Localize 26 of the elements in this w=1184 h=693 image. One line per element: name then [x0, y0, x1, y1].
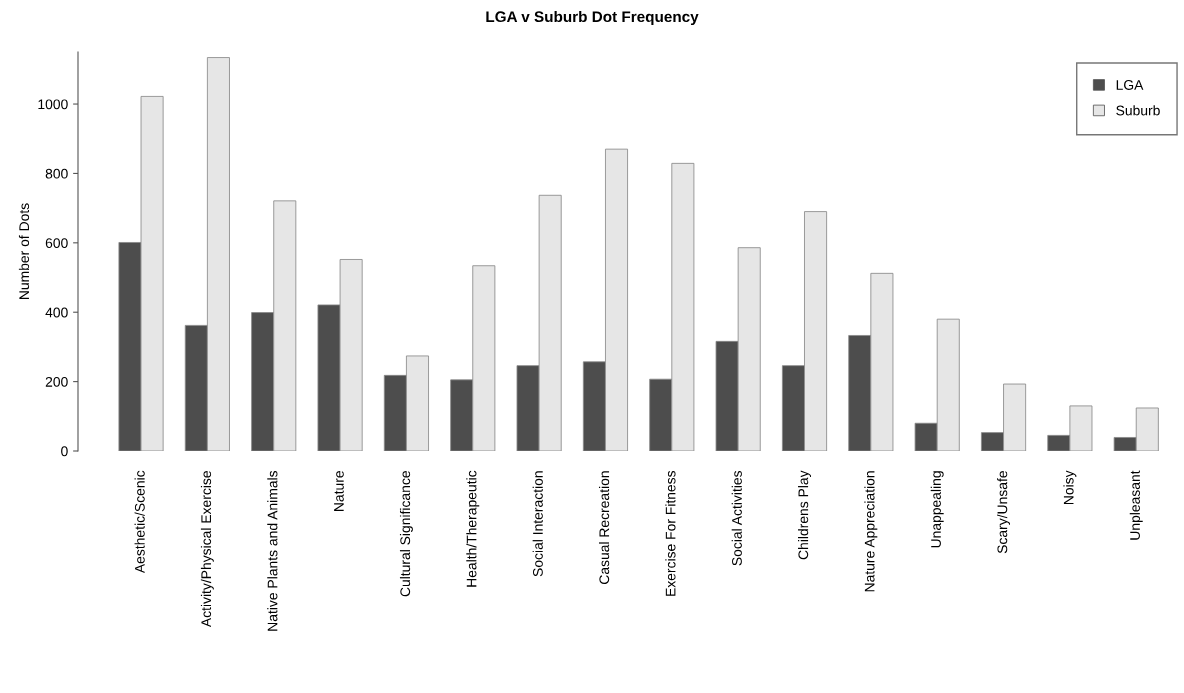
x-tick-label: Social Activities — [731, 470, 742, 566]
x-tick-label: Noisy — [1063, 470, 1077, 505]
x-tick-label: Scary/Unsafe — [997, 471, 1011, 554]
x-tick-label: Unappealing — [930, 471, 944, 548]
y-tick-label: 200 — [45, 376, 68, 387]
y-tick-label: 400 — [45, 307, 68, 318]
legend-label: Suburb — [1116, 105, 1160, 116]
x-tick-label: Childrens Play — [798, 470, 811, 560]
y-axis-title: Number of Dots — [18, 203, 30, 299]
chart-title: LGA v Suburb Dot Frequency — [486, 10, 699, 26]
legend-label: LGA — [1116, 80, 1144, 90]
x-tick-label: Native Plants and Animals — [267, 470, 278, 631]
x-tick-label: Activity/Physical Exercise — [200, 471, 214, 628]
y-tick-label: 800 — [45, 168, 68, 179]
x-tick-label: Cultural Significance — [399, 471, 413, 597]
x-tick-label: Unpleasant — [1129, 470, 1143, 540]
x-tick-label: Aesthetic/Scenic — [134, 470, 145, 574]
y-tick-label: 1000 — [38, 99, 68, 110]
x-tick-label: Health/Therapeutic — [466, 470, 480, 587]
x-tick-label: Casual Recreation — [598, 471, 610, 584]
x-tick-label: Exercise For Fitness — [665, 470, 676, 596]
y-tick-label: 600 — [45, 238, 68, 248]
y-tick-label: 0 — [61, 446, 68, 457]
x-tick-label: Nature Appreciation — [864, 471, 878, 592]
x-tick-label: Social Interaction — [532, 471, 543, 577]
x-tick-label: Nature — [334, 471, 344, 511]
